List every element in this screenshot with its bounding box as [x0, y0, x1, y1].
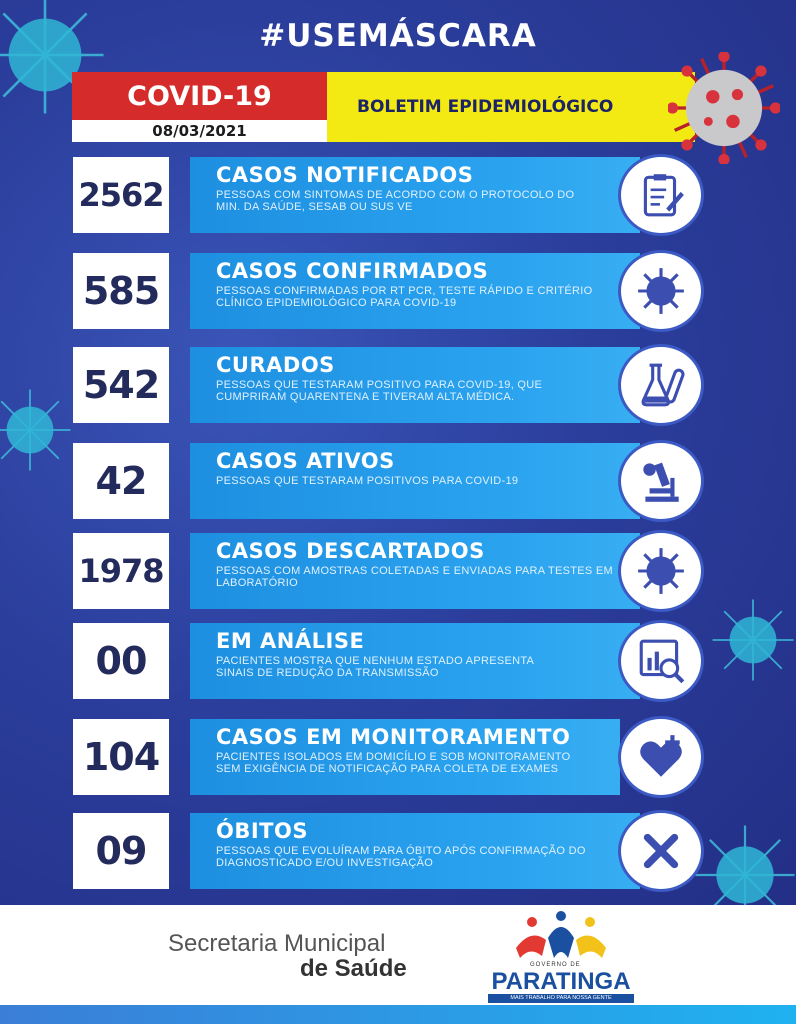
stat-description: PESSOAS CONFIRMADAS POR RT PCR, TESTE RÁ…	[216, 285, 593, 309]
stat-info: ÓBITOS PESSOAS QUE EVOLUÍRAM PARA ÓBITO …	[190, 813, 640, 889]
stat-title: CASOS CONFIRMADOS	[216, 259, 489, 283]
stat-value: 00	[73, 623, 169, 699]
stat-value: 1978	[73, 533, 169, 609]
virus-decoration-icon	[695, 825, 795, 905]
stat-row-em-analise: 00 EM ANÁLISE PACIENTES MOSTRA QUE NENHU…	[0, 620, 796, 703]
stat-value: 542	[73, 347, 169, 423]
stat-row-obitos: 09 ÓBITOS PESSOAS QUE EVOLUÍRAM PARA ÓBI…	[0, 810, 796, 893]
x-mark-icon	[618, 810, 704, 892]
stat-title: CASOS DESCARTADOS	[216, 539, 485, 563]
stat-row-notificados: 2562 CASOS NOTIFICADOS PESSOAS COM SINTO…	[0, 154, 796, 237]
stat-description: PACIENTES MOSTRA QUE NENHUM ESTADO APRES…	[216, 655, 534, 679]
clipboard-icon	[618, 154, 704, 236]
virus-icon	[618, 250, 704, 332]
virus-decoration-icon	[0, 389, 71, 471]
stat-title: CASOS ATIVOS	[216, 449, 395, 473]
stat-row-descartados: 1978 CASOS DESCARTADOS PESSOAS COM AMOST…	[0, 530, 796, 613]
bulletin-label: BOLETIM EPIDEMIOLÓGICO	[327, 72, 695, 142]
covid-label: COVID-19	[72, 72, 327, 120]
stat-value: 104	[73, 719, 169, 795]
logo-slogan: MAIS TRABALHO PARA NOSSA GENTE	[488, 994, 634, 1003]
stat-title: CASOS EM MONITORAMENTO	[216, 725, 571, 749]
footer-stripe	[0, 1005, 796, 1024]
stat-description: PACIENTES ISOLADOS EM DOMICÍLIO E SOB MO…	[216, 751, 571, 775]
analysis-chart-icon	[618, 620, 704, 702]
virus-decoration-icon	[712, 599, 794, 681]
stat-value: 2562	[73, 157, 169, 233]
paratinga-logo-icon	[516, 911, 606, 958]
secretaria-line2: de Saúde	[300, 955, 407, 982]
hashtag-title: #USEMÁSCARA	[259, 18, 537, 54]
stat-info: CURADOS PESSOAS QUE TESTARAM POSITIVO PA…	[190, 347, 640, 423]
virus-icon	[618, 530, 704, 612]
coronavirus-icon	[668, 52, 780, 164]
stat-value: 42	[73, 443, 169, 519]
secretaria-line1: Secretaria Municipal	[168, 930, 386, 957]
stat-info: CASOS EM MONITORAMENTO PACIENTES ISOLADO…	[190, 719, 620, 795]
bulletin-date: 08/03/2021	[72, 120, 327, 142]
virus-decoration-icon	[0, 0, 104, 114]
stat-description: PESSOAS QUE TESTARAM POSITIVO PARA COVID…	[216, 379, 543, 403]
footer	[0, 905, 796, 1024]
stat-title: EM ANÁLISE	[216, 629, 365, 653]
heart-plus-icon	[618, 716, 704, 798]
stat-description: PESSOAS QUE EVOLUÍRAM PARA ÓBITO APÓS CO…	[216, 845, 586, 869]
stat-row-monitoramento: 104 CASOS EM MONITORAMENTO PACIENTES ISO…	[0, 716, 796, 799]
stat-info: CASOS CONFIRMADOS PESSOAS CONFIRMADAS PO…	[190, 253, 640, 329]
stat-info: CASOS DESCARTADOS PESSOAS COM AMOSTRAS C…	[190, 533, 640, 609]
logo-gov-text: GOVERNO DE	[530, 962, 581, 968]
stat-info: EM ANÁLISE PACIENTES MOSTRA QUE NENHUM E…	[190, 623, 640, 699]
microscope-icon	[618, 440, 704, 522]
stat-description: PESSOAS COM SINTOMAS DE ACORDO COM O PRO…	[216, 189, 575, 213]
stat-row-confirmados: 585 CASOS CONFIRMADOS PESSOAS CONFIRMADA…	[0, 250, 796, 333]
bulletin-label-text: BOLETIM EPIDEMIOLÓGICO	[357, 97, 614, 117]
stat-title: CURADOS	[216, 353, 335, 377]
lab-flask-icon	[618, 344, 704, 426]
stat-info: CASOS ATIVOS PESSOAS QUE TESTARAM POSITI…	[190, 443, 640, 519]
stat-row-ativos: 42 CASOS ATIVOS PESSOAS QUE TESTARAM POS…	[0, 440, 796, 523]
stat-row-curados: 542 CURADOS PESSOAS QUE TESTARAM POSITIV…	[0, 344, 796, 427]
logo-name: PARATINGA	[491, 968, 631, 995]
stat-title: ÓBITOS	[216, 819, 308, 843]
stat-title: CASOS NOTIFICADOS	[216, 163, 474, 187]
stat-value: 09	[73, 813, 169, 889]
stat-description: PESSOAS QUE TESTARAM POSITIVOS PARA COVI…	[216, 475, 519, 487]
stat-value: 585	[73, 253, 169, 329]
stat-info: CASOS NOTIFICADOS PESSOAS COM SINTOMAS D…	[190, 157, 640, 233]
stat-description: PESSOAS COM AMOSTRAS COLETADAS E ENVIADA…	[216, 565, 614, 589]
